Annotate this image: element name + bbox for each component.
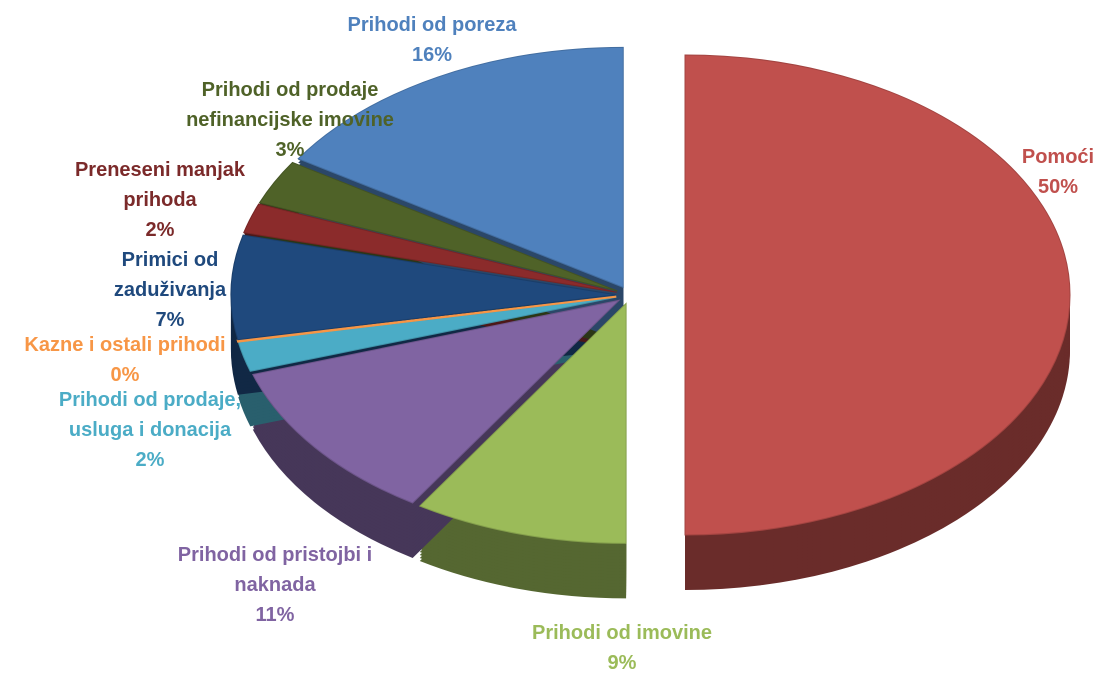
category-name: Pomoći <box>1021 146 1095 168</box>
slice-label: Primici od zaduživanja 7% <box>95 245 245 335</box>
category-name: Kazne i ostali prihodi <box>24 334 226 356</box>
slice <box>258 161 618 292</box>
slice <box>230 234 617 341</box>
slice <box>243 203 617 293</box>
value-label: 9% <box>607 652 637 674</box>
slice <box>236 295 617 343</box>
slice-label: Pomoći 50% <box>998 142 1103 202</box>
category-name: Preneseni manjak prihoda <box>74 159 246 211</box>
category-name: Primici od zaduživanja <box>113 249 227 301</box>
slice-label: Prihodi od pristojbi i naknada 11% <box>150 540 400 630</box>
value-label: 0% <box>110 364 140 386</box>
slice-label: Kazne i ostali prihodi 0% <box>0 330 260 390</box>
value-label: 16% <box>411 44 453 66</box>
slice <box>684 54 1071 536</box>
value-label: 7% <box>155 309 185 331</box>
slice-label: Prihodi od imovine 9% <box>482 618 762 674</box>
category-name: Prihodi od prodaje, usluga i donacija <box>58 389 242 441</box>
value-label: 2% <box>145 219 175 241</box>
value-label: 11% <box>255 604 295 626</box>
category-name: Prihodi od pristojbi i naknada <box>177 544 373 596</box>
category-name: Prihodi od poreza <box>347 14 517 36</box>
slice-label: Prihodi od poreza 16% <box>302 10 562 70</box>
value-label: 3% <box>275 139 305 161</box>
slice <box>297 46 624 289</box>
category-name: Prihodi od imovine <box>531 622 712 644</box>
value-label: 50% <box>1037 176 1079 198</box>
slice-label: Prihodi od prodaje nefinancijske imovine… <box>185 75 395 165</box>
category-name: Prihodi od prodaje nefinancijske imovine <box>186 79 394 131</box>
slice-label: Preneseni manjak prihoda 2% <box>55 155 265 245</box>
value-label: 2% <box>135 449 165 471</box>
slice-label: Prihodi od prodaje, usluga i donacija 2% <box>35 385 265 475</box>
slice <box>418 302 627 544</box>
slice <box>252 299 621 504</box>
